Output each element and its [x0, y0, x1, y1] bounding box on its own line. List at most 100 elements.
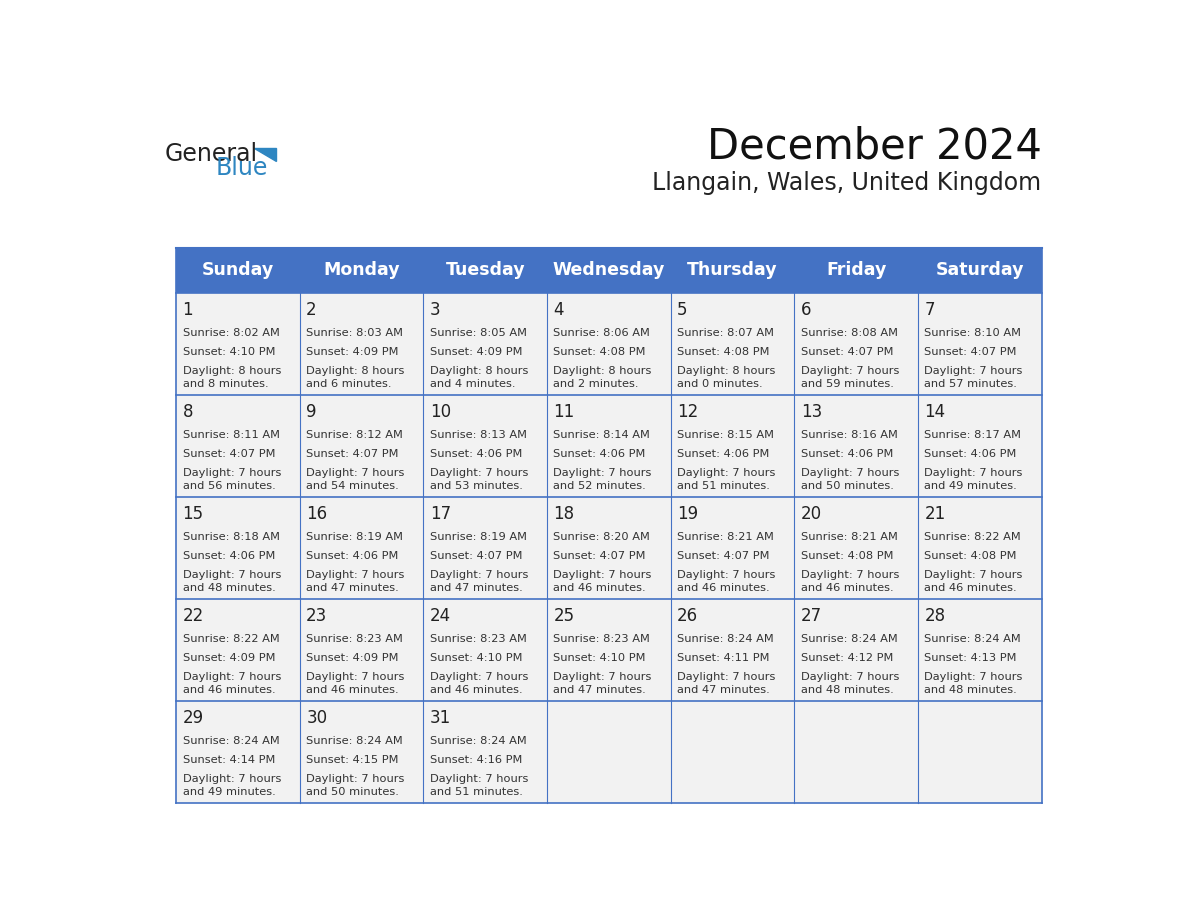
- Text: 23: 23: [307, 607, 328, 625]
- Text: Sunset: 4:08 PM: Sunset: 4:08 PM: [554, 347, 646, 357]
- Text: Daylight: 8 hours
and 6 minutes.: Daylight: 8 hours and 6 minutes.: [307, 366, 405, 389]
- Text: Daylight: 7 hours
and 57 minutes.: Daylight: 7 hours and 57 minutes.: [924, 366, 1023, 389]
- Text: Sunset: 4:07 PM: Sunset: 4:07 PM: [183, 449, 276, 459]
- Text: Daylight: 7 hours
and 47 minutes.: Daylight: 7 hours and 47 minutes.: [430, 570, 529, 593]
- Text: Daylight: 7 hours
and 49 minutes.: Daylight: 7 hours and 49 minutes.: [183, 774, 280, 797]
- Text: Daylight: 7 hours
and 54 minutes.: Daylight: 7 hours and 54 minutes.: [307, 468, 405, 491]
- Text: Sunrise: 8:11 AM: Sunrise: 8:11 AM: [183, 430, 279, 440]
- Text: Sunset: 4:08 PM: Sunset: 4:08 PM: [677, 347, 770, 357]
- Text: Sunrise: 8:19 AM: Sunrise: 8:19 AM: [307, 532, 403, 542]
- Text: Sunset: 4:10 PM: Sunset: 4:10 PM: [430, 654, 523, 663]
- Text: Sunset: 4:07 PM: Sunset: 4:07 PM: [554, 551, 646, 561]
- Text: Daylight: 7 hours
and 53 minutes.: Daylight: 7 hours and 53 minutes.: [430, 468, 529, 491]
- Text: Daylight: 7 hours
and 48 minutes.: Daylight: 7 hours and 48 minutes.: [183, 570, 280, 593]
- Text: Daylight: 7 hours
and 50 minutes.: Daylight: 7 hours and 50 minutes.: [307, 774, 405, 797]
- Text: Sunrise: 8:03 AM: Sunrise: 8:03 AM: [307, 328, 403, 338]
- Text: Tuesday: Tuesday: [446, 262, 525, 279]
- Text: Sunrise: 8:17 AM: Sunrise: 8:17 AM: [924, 430, 1022, 440]
- Text: 18: 18: [554, 505, 575, 523]
- Text: Sunrise: 8:08 AM: Sunrise: 8:08 AM: [801, 328, 898, 338]
- Text: Daylight: 8 hours
and 0 minutes.: Daylight: 8 hours and 0 minutes.: [677, 366, 776, 389]
- Text: Sunset: 4:14 PM: Sunset: 4:14 PM: [183, 756, 274, 766]
- Text: Sunrise: 8:24 AM: Sunrise: 8:24 AM: [677, 634, 773, 644]
- Text: Sunrise: 8:15 AM: Sunrise: 8:15 AM: [677, 430, 775, 440]
- Text: 17: 17: [430, 505, 451, 523]
- Text: 22: 22: [183, 607, 204, 625]
- Text: Sunset: 4:10 PM: Sunset: 4:10 PM: [554, 654, 646, 663]
- Text: Daylight: 8 hours
and 4 minutes.: Daylight: 8 hours and 4 minutes.: [430, 366, 529, 389]
- Text: 16: 16: [307, 505, 328, 523]
- Polygon shape: [254, 149, 276, 161]
- Text: Sunset: 4:07 PM: Sunset: 4:07 PM: [801, 347, 893, 357]
- Text: Sunrise: 8:02 AM: Sunrise: 8:02 AM: [183, 328, 279, 338]
- Text: Sunrise: 8:18 AM: Sunrise: 8:18 AM: [183, 532, 279, 542]
- Text: Daylight: 7 hours
and 46 minutes.: Daylight: 7 hours and 46 minutes.: [924, 570, 1023, 593]
- Text: Sunrise: 8:24 AM: Sunrise: 8:24 AM: [183, 736, 279, 746]
- Text: Sunrise: 8:14 AM: Sunrise: 8:14 AM: [554, 430, 650, 440]
- Text: Daylight: 7 hours
and 52 minutes.: Daylight: 7 hours and 52 minutes.: [554, 468, 652, 491]
- Text: Daylight: 8 hours
and 2 minutes.: Daylight: 8 hours and 2 minutes.: [554, 366, 652, 389]
- Text: Daylight: 7 hours
and 46 minutes.: Daylight: 7 hours and 46 minutes.: [183, 672, 280, 695]
- Text: Daylight: 7 hours
and 48 minutes.: Daylight: 7 hours and 48 minutes.: [924, 672, 1023, 695]
- Text: Sunset: 4:08 PM: Sunset: 4:08 PM: [801, 551, 893, 561]
- Text: Sunset: 4:06 PM: Sunset: 4:06 PM: [924, 449, 1017, 459]
- Text: Sunset: 4:06 PM: Sunset: 4:06 PM: [677, 449, 770, 459]
- Bar: [176, 248, 1042, 293]
- Text: Sunrise: 8:23 AM: Sunrise: 8:23 AM: [307, 634, 403, 644]
- Text: Daylight: 7 hours
and 47 minutes.: Daylight: 7 hours and 47 minutes.: [554, 672, 652, 695]
- Text: Daylight: 7 hours
and 47 minutes.: Daylight: 7 hours and 47 minutes.: [677, 672, 776, 695]
- Text: Sunrise: 8:19 AM: Sunrise: 8:19 AM: [430, 532, 526, 542]
- Text: Llangain, Wales, United Kingdom: Llangain, Wales, United Kingdom: [652, 171, 1042, 195]
- Text: Sunrise: 8:23 AM: Sunrise: 8:23 AM: [430, 634, 526, 644]
- Text: Sunrise: 8:10 AM: Sunrise: 8:10 AM: [924, 328, 1022, 338]
- Text: Sunset: 4:09 PM: Sunset: 4:09 PM: [183, 654, 276, 663]
- Text: Sunrise: 8:24 AM: Sunrise: 8:24 AM: [924, 634, 1022, 644]
- Text: 14: 14: [924, 403, 946, 421]
- Text: 31: 31: [430, 710, 451, 727]
- Text: 21: 21: [924, 505, 946, 523]
- Text: 12: 12: [677, 403, 699, 421]
- Text: Sunrise: 8:24 AM: Sunrise: 8:24 AM: [307, 736, 403, 746]
- Text: 4: 4: [554, 301, 564, 319]
- Text: General: General: [165, 142, 258, 166]
- Bar: [176, 599, 1042, 700]
- Text: Blue: Blue: [215, 156, 267, 180]
- Text: 1: 1: [183, 301, 194, 319]
- Text: December 2024: December 2024: [707, 126, 1042, 168]
- Text: Sunrise: 8:16 AM: Sunrise: 8:16 AM: [801, 430, 898, 440]
- Text: Sunrise: 8:24 AM: Sunrise: 8:24 AM: [801, 634, 897, 644]
- Text: Thursday: Thursday: [687, 262, 778, 279]
- Text: Daylight: 7 hours
and 50 minutes.: Daylight: 7 hours and 50 minutes.: [801, 468, 899, 491]
- Text: Daylight: 7 hours
and 46 minutes.: Daylight: 7 hours and 46 minutes.: [554, 570, 652, 593]
- Text: 9: 9: [307, 403, 317, 421]
- Text: 30: 30: [307, 710, 328, 727]
- Text: Daylight: 7 hours
and 56 minutes.: Daylight: 7 hours and 56 minutes.: [183, 468, 280, 491]
- Text: Sunset: 4:07 PM: Sunset: 4:07 PM: [307, 449, 399, 459]
- Text: Sunrise: 8:23 AM: Sunrise: 8:23 AM: [554, 634, 650, 644]
- Text: Daylight: 7 hours
and 46 minutes.: Daylight: 7 hours and 46 minutes.: [801, 570, 899, 593]
- Text: 11: 11: [554, 403, 575, 421]
- Text: Sunrise: 8:12 AM: Sunrise: 8:12 AM: [307, 430, 403, 440]
- Text: Sunrise: 8:13 AM: Sunrise: 8:13 AM: [430, 430, 526, 440]
- Text: Sunset: 4:07 PM: Sunset: 4:07 PM: [677, 551, 770, 561]
- Text: 20: 20: [801, 505, 822, 523]
- Text: Daylight: 8 hours
and 8 minutes.: Daylight: 8 hours and 8 minutes.: [183, 366, 280, 389]
- Text: Daylight: 7 hours
and 49 minutes.: Daylight: 7 hours and 49 minutes.: [924, 468, 1023, 491]
- Text: Sunrise: 8:22 AM: Sunrise: 8:22 AM: [183, 634, 279, 644]
- Text: 10: 10: [430, 403, 451, 421]
- Text: Sunset: 4:10 PM: Sunset: 4:10 PM: [183, 347, 276, 357]
- Text: Sunset: 4:06 PM: Sunset: 4:06 PM: [430, 449, 523, 459]
- Text: 19: 19: [677, 505, 699, 523]
- Text: Sunrise: 8:05 AM: Sunrise: 8:05 AM: [430, 328, 526, 338]
- Text: Daylight: 7 hours
and 46 minutes.: Daylight: 7 hours and 46 minutes.: [307, 672, 405, 695]
- Text: Sunset: 4:06 PM: Sunset: 4:06 PM: [307, 551, 399, 561]
- Text: 28: 28: [924, 607, 946, 625]
- Bar: [176, 497, 1042, 599]
- Text: Sunday: Sunday: [202, 262, 274, 279]
- Text: Sunset: 4:12 PM: Sunset: 4:12 PM: [801, 654, 893, 663]
- Text: Friday: Friday: [826, 262, 886, 279]
- Text: Sunrise: 8:21 AM: Sunrise: 8:21 AM: [801, 532, 898, 542]
- Text: Daylight: 7 hours
and 51 minutes.: Daylight: 7 hours and 51 minutes.: [430, 774, 529, 797]
- Text: 5: 5: [677, 301, 688, 319]
- Text: Daylight: 7 hours
and 46 minutes.: Daylight: 7 hours and 46 minutes.: [677, 570, 776, 593]
